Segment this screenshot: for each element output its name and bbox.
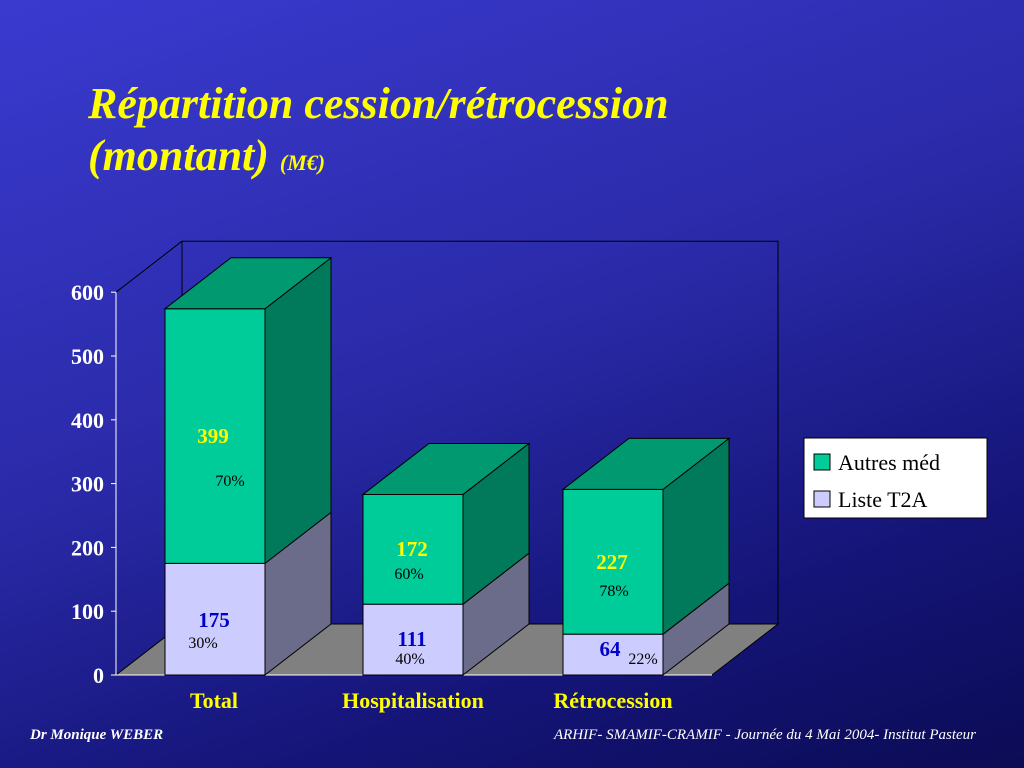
x-tick-label: Rétrocession <box>553 688 672 713</box>
data-label-liste: 175 <box>198 608 230 632</box>
legend-swatch <box>813 453 831 471</box>
percent-label-liste: 40% <box>395 651 424 668</box>
bar-top <box>163 257 333 310</box>
bar-segment <box>562 488 664 635</box>
legend-swatch <box>813 490 831 508</box>
bar-side <box>264 256 332 565</box>
data-label-liste: 111 <box>397 627 426 651</box>
y-tick-label: 400 <box>71 408 104 433</box>
data-label-autres: 227 <box>596 550 628 574</box>
bar-top <box>361 442 531 495</box>
slide-title: Répartition cession/rétrocession (montan… <box>88 78 669 189</box>
x-tick-label: Total <box>190 688 238 713</box>
percent-label-autres: 78% <box>599 583 628 600</box>
bar-segment <box>164 308 266 564</box>
stacked-bar-chart: 0 100 200 300 400 500 600 Total Hospitalisation R… <box>71 240 988 713</box>
percent-label-autres: 60% <box>394 566 423 583</box>
percent-label-liste: 22% <box>628 651 657 668</box>
title-line-2: (montant) <box>88 131 269 180</box>
y-tick-label: 500 <box>71 344 104 369</box>
y-tick-label: 300 <box>71 472 104 497</box>
percent-label-liste: 30% <box>188 635 217 652</box>
bar-segment <box>362 493 464 605</box>
y-tick-label: 600 <box>71 280 104 305</box>
bar-top <box>561 437 731 490</box>
y-tick-label: 200 <box>71 535 104 560</box>
legend-label: Liste T2A <box>838 487 928 512</box>
title-unit: (M€) <box>279 150 326 175</box>
percent-label-autres: 70% <box>215 473 244 490</box>
footer-author: Dr Monique WEBER <box>30 727 164 743</box>
bar-segment <box>164 562 266 676</box>
y-tick-label: 0 <box>93 663 104 688</box>
footer-event: ARHIF- SMAMIF-CRAMIF - Journée du 4 Mai … <box>554 727 976 743</box>
bar-segment <box>562 633 664 676</box>
y-tick-label: 100 <box>71 599 104 624</box>
title-line-1: Répartition cession/rétrocession <box>88 79 669 128</box>
data-label-liste: 64 <box>600 637 622 661</box>
bar-segment <box>362 603 464 676</box>
data-label-autres: 399 <box>197 424 229 448</box>
data-label-autres: 172 <box>396 537 428 561</box>
legend-box <box>803 437 988 519</box>
side-wall-edge <box>115 240 183 293</box>
legend-label: Autres méd <box>838 450 940 475</box>
x-tick-label: Hospitalisation <box>342 688 484 713</box>
